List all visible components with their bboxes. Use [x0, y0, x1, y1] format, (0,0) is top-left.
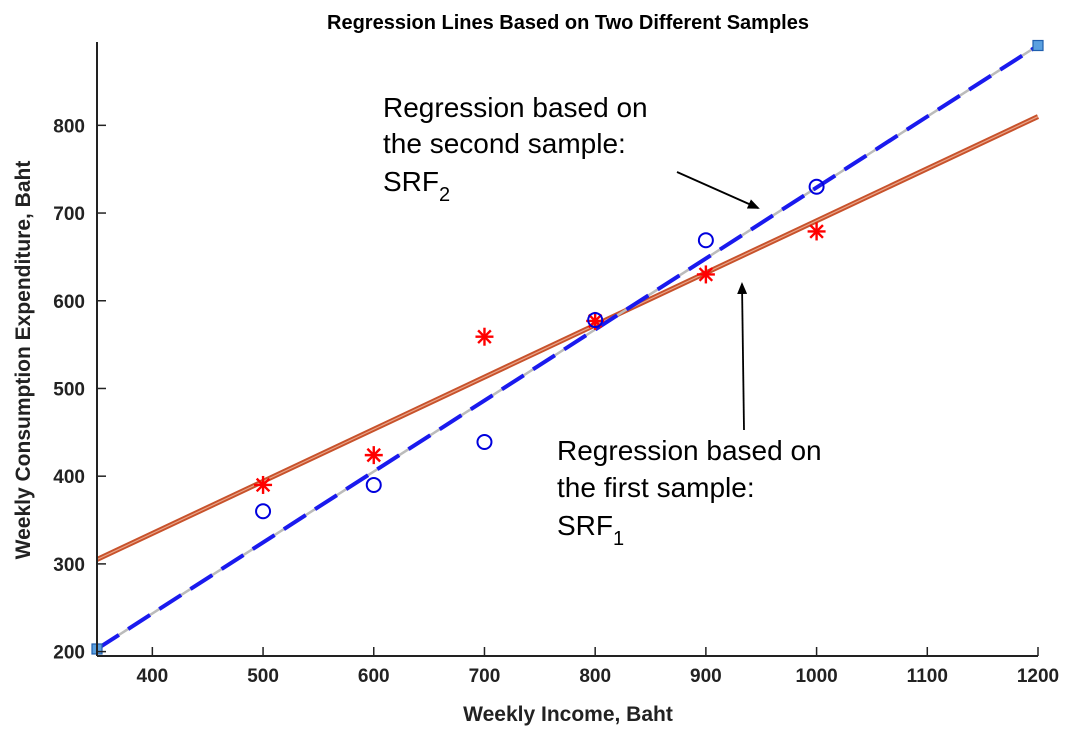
x-tick-label-500: 500 [247, 666, 279, 687]
y-tick-label-700: 700 [53, 204, 85, 225]
annotation-srf2-arrow [676, 171, 760, 209]
x-axis-label: Weekly Income, Baht [463, 703, 673, 726]
sample2-point-800 [587, 312, 604, 329]
sample2-point-1000 [808, 178, 825, 195]
x-tick-label-1100: 1100 [907, 666, 948, 687]
x-ticks-layer: 400 500 600 700 800 900 1000 1100 1200 [137, 647, 1059, 687]
x-tick-label-900: 900 [690, 666, 722, 687]
sample2-point-500 [255, 503, 272, 520]
x-tick-label-1200: 1200 [1017, 666, 1059, 687]
sample2-point-900 [697, 232, 714, 249]
x-tick-label-800: 800 [579, 666, 611, 687]
plot-lines-layer [91, 39, 1044, 655]
annotation-srf1-arrow [737, 282, 748, 431]
sample1-point-1000 [807, 222, 826, 241]
srf2-line-dashed [95, 43, 1040, 651]
sample1-point-stroke [366, 447, 381, 463]
y-tick-label-300: 300 [53, 555, 85, 576]
annotation-srf1-symbol: SRF1 [557, 510, 624, 550]
sample1-point-900 [696, 265, 715, 284]
sample2-point-700 [476, 433, 493, 450]
sample1-point-stroke [809, 224, 824, 239]
sample1-point-500 [254, 475, 273, 494]
y-tick-label-400: 400 [53, 467, 85, 488]
sample1-point-600 [364, 446, 383, 465]
annotation-srf1-subscript: 1 [613, 528, 624, 550]
x-tick-label-1000: 1000 [795, 666, 837, 687]
y-tick-label-800: 800 [53, 116, 85, 137]
annotation-srf2-line1: Regression based on [383, 92, 648, 123]
x-tick-label-700: 700 [469, 666, 501, 687]
srf1-line-inner [96, 116, 1039, 561]
srf2-endpoint-square-1 [1032, 39, 1044, 52]
y-tick-label-200: 200 [53, 643, 85, 664]
sample2-point-600 [365, 476, 382, 493]
y-tick-label-600: 600 [53, 292, 85, 313]
annotation-srf2-line2: the second sample: [383, 128, 626, 159]
sample1-point-stroke [698, 267, 714, 282]
y-ticks-layer: 200 300 400 500 600 700 800 [53, 116, 106, 664]
sample1-point-stroke [477, 329, 492, 344]
annotation-srf1-line1: Regression based on [557, 435, 822, 466]
x-tick-label-400: 400 [137, 666, 169, 687]
y-axis-label: Weekly Consumption Expenditure, Baht [12, 161, 35, 560]
chart-title: Regression Lines Based on Two Different … [327, 12, 809, 34]
x-tick-label-600: 600 [358, 666, 390, 687]
annotation-srf2-subscript: 2 [439, 184, 450, 206]
y-tick-label-500: 500 [53, 379, 85, 400]
annotation-srf2: Regression based on the second sample: S… [383, 92, 760, 209]
plot-points-layer [254, 178, 826, 520]
sample1-point-700 [475, 327, 494, 346]
annotation-srf1-symbol-text: SRF [557, 510, 613, 541]
annotation-srf1-line2: the first sample: [557, 472, 755, 503]
annotation-srf2-symbol-text: SRF [383, 166, 439, 197]
annotation-srf2-symbol: SRF2 [383, 166, 450, 206]
annotation-srf1: Regression based on the first sample: SR… [557, 282, 822, 550]
sample1-point-stroke [255, 477, 271, 493]
